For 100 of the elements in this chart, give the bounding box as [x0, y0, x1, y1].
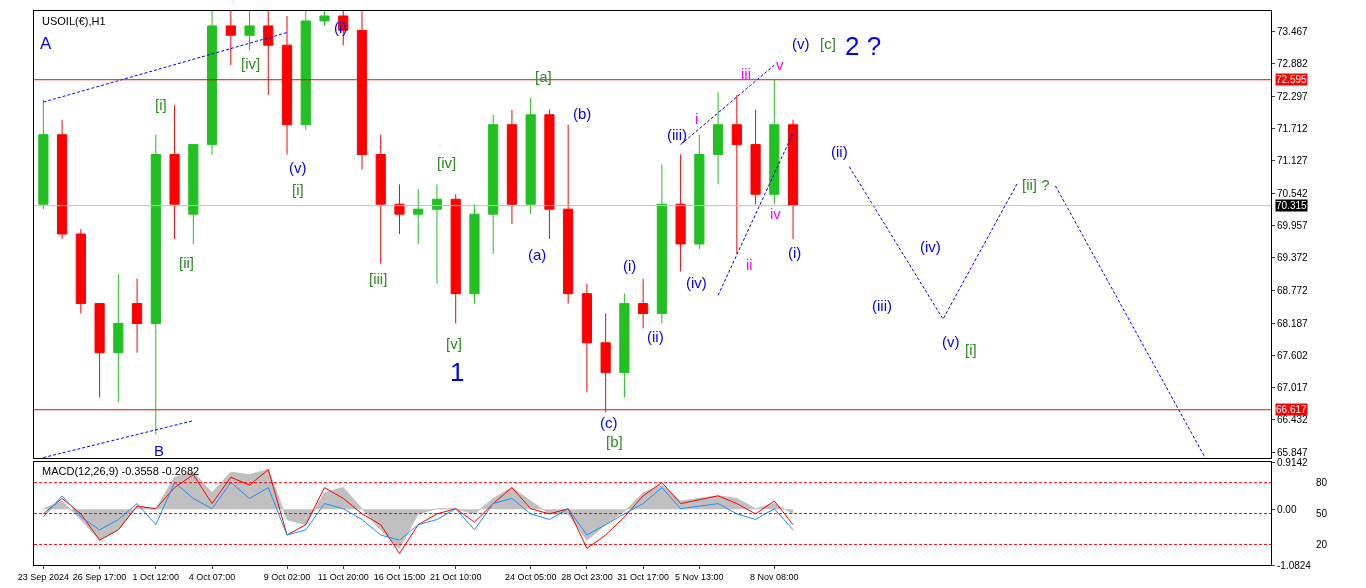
annotation: B	[154, 442, 165, 459]
annotation: 1	[450, 357, 465, 387]
y-tick-label: 69.957	[1277, 219, 1309, 231]
annotation: (v)	[792, 35, 810, 52]
candlestick	[75, 228, 86, 315]
candlestick	[525, 97, 536, 215]
y-tick-label: 67.602	[1277, 349, 1309, 361]
y2-tick-label: 20	[1316, 538, 1328, 550]
chart-title: MACD(12,26,9) -0.3558 -0.2682	[42, 465, 200, 477]
line-series	[42, 481, 794, 541]
y-tick-label: 71.712	[1277, 122, 1309, 134]
annotation: (b)	[573, 105, 592, 122]
x-tick-label: 23 Sep 2024	[17, 571, 69, 582]
candlestick	[675, 154, 686, 273]
x-tick-label: 11 Oct 20:00	[317, 571, 369, 582]
candlestick	[769, 79, 780, 205]
annotation: iii	[741, 65, 751, 82]
x-tick-label: 24 Oct 05:00	[504, 571, 557, 582]
candlestick	[713, 91, 724, 185]
annotation: [iv]	[241, 55, 261, 72]
annotation: [iv]	[437, 154, 457, 171]
candlestick	[188, 144, 199, 245]
candlestick	[113, 273, 124, 403]
candlestick	[619, 293, 630, 398]
annotation: v	[776, 56, 784, 73]
annotation: (c)	[600, 414, 618, 431]
ref-line-label: 70.315	[1276, 200, 1308, 211]
x-tick-label: 26 Sep 17:00	[72, 571, 127, 582]
candlestick	[450, 193, 461, 324]
annotation: (iii)	[667, 126, 687, 143]
candlestick	[750, 109, 761, 205]
candlestick	[225, 11, 236, 66]
ref-line-label: 72.595	[1276, 74, 1308, 85]
y2-tick-label: 80	[1316, 477, 1328, 489]
candlestick	[431, 183, 443, 285]
annotation: [i]	[292, 181, 304, 198]
candlestick	[656, 163, 667, 324]
y-tick-label: 68.772	[1277, 285, 1309, 297]
annotation: (a)	[528, 246, 547, 263]
candlestick	[244, 11, 255, 51]
candlestick	[150, 134, 161, 435]
annotation: [ii]	[179, 254, 194, 271]
candlestick	[488, 114, 499, 255]
y-tick-label: 0.00	[1277, 503, 1297, 515]
candlestick	[469, 203, 480, 305]
candlestick	[57, 119, 68, 240]
annotation: (ii)	[647, 328, 664, 345]
candlestick	[563, 124, 574, 305]
candlestick	[375, 134, 386, 265]
y2-tick-label: 50	[1316, 508, 1328, 520]
y-tick-label: -1.0824	[1277, 559, 1312, 571]
candlestick	[413, 188, 424, 245]
annotation: (iii)	[872, 297, 892, 314]
y-tick-label: 70.542	[1277, 187, 1309, 199]
y-tick-label: 0.9142	[1277, 456, 1309, 468]
candlestick	[731, 94, 742, 255]
annotation: [iii]	[369, 270, 388, 287]
annotation: 2 ?	[845, 31, 882, 61]
annotation: (ii)	[831, 143, 848, 160]
y-tick-label: 71.127	[1277, 155, 1309, 167]
x-tick-label: 9 Oct 02:00	[263, 571, 311, 582]
y-tick-label: 68.187	[1277, 317, 1309, 329]
annotation: (v)	[289, 159, 307, 176]
candlestick	[694, 134, 705, 250]
candlestick	[787, 119, 799, 240]
annotation: [i]	[155, 96, 167, 113]
candlestick	[38, 99, 49, 210]
x-tick-label: 5 Nov 13:00	[675, 571, 724, 582]
candlestick	[638, 278, 649, 329]
candlestick	[506, 109, 518, 225]
y-tick-label: 66.432	[1277, 414, 1309, 426]
candlestick	[169, 104, 180, 240]
candlestick	[131, 278, 143, 354]
candlestick	[394, 183, 405, 235]
candlestick	[206, 11, 218, 156]
annotation: (v)	[942, 333, 960, 350]
candlestick	[581, 283, 592, 393]
candlestick	[319, 11, 330, 27]
annotation: [ii] ?	[1022, 176, 1050, 193]
annotation: [c]	[820, 35, 836, 52]
annotation: (i)	[788, 244, 802, 261]
annotation: [i]	[965, 341, 977, 358]
y-tick-label: 65.847	[1277, 446, 1309, 458]
x-tick-label: 4 Oct 07:00	[188, 571, 236, 582]
x-tick-label: 8 Nov 08:00	[750, 571, 799, 582]
y-tick-label: 69.372	[1277, 252, 1309, 264]
y-tick-label: 72.882	[1277, 58, 1309, 70]
annotation: iv	[770, 205, 782, 222]
ref-line-label: 66.617	[1276, 404, 1308, 415]
candlestick	[544, 109, 555, 240]
annotation: (i)	[623, 257, 637, 274]
x-tick-label: 21 Oct 10:00	[429, 571, 482, 582]
y-tick-label: 67.017	[1277, 382, 1309, 394]
candlestick	[94, 303, 105, 398]
x-tick-label: 16 Oct 15:00	[373, 571, 426, 582]
x-tick-label: 1 Oct 12:00	[132, 571, 180, 582]
annotation: ii	[746, 256, 753, 273]
candlestick	[300, 11, 311, 131]
x-tick-label: 31 Oct 17:00	[617, 571, 669, 582]
chart-title: USOIL(€),H1	[42, 15, 106, 27]
